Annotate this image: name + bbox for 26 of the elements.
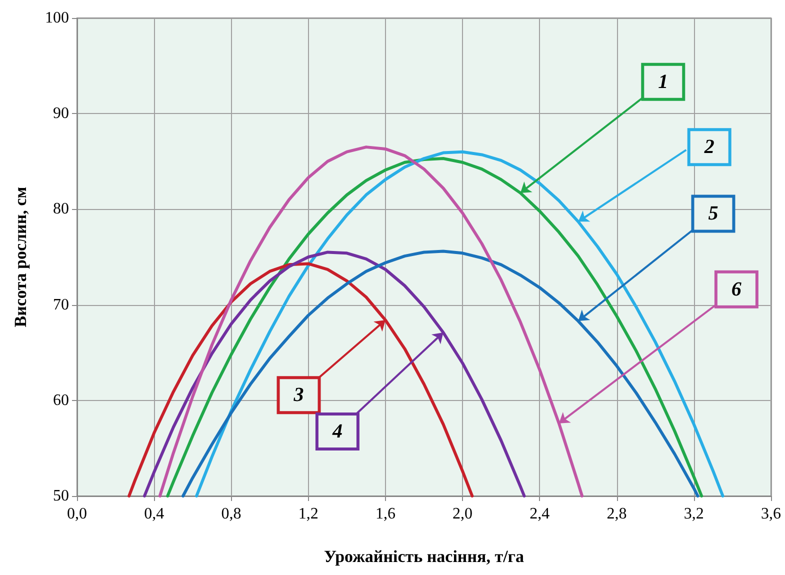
x-tick-label: 2,8 [606,506,627,522]
line-series [128,262,474,498]
x-tick-label: 0,4 [144,506,164,522]
x-tick-label: 0,0 [67,506,87,522]
y-tick-label: 50 [53,488,69,504]
y-tick-label: 80 [53,200,69,218]
x-axis-title: Урожайність насіння, т/га [324,547,525,566]
x-tick-label: 1,6 [375,506,396,522]
text: 5 [708,202,718,225]
y-tick-label: 90 [53,105,69,122]
x-tick-label: 3,2 [684,506,704,522]
x-tick-label: 0,8 [221,506,242,522]
text: 2 [703,136,714,158]
x-tick-label: 3,6 [761,506,781,522]
text: 1 [658,70,668,93]
x-tick-label: 2,4 [530,506,550,522]
x-tick-label: 2,0 [452,506,473,522]
line-series [142,250,526,498]
x-tick-label: 1,2 [298,506,318,522]
text: 3 [292,384,304,406]
y-tick-label: 100 [45,10,69,26]
y-axis-title: Висота рослин, см [11,186,30,328]
y-tick-label: 60 [53,392,69,409]
y-tick-label: 70 [53,296,69,314]
text: 6 [731,278,742,300]
text: 4 [331,420,342,443]
